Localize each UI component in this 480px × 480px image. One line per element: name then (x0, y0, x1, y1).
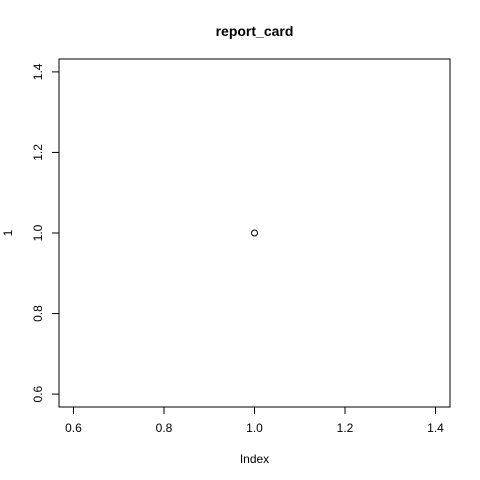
y-tick-label: 1.2 (31, 144, 45, 161)
x-tick-label: 0.6 (65, 421, 82, 435)
x-tick-label: 0.8 (156, 421, 173, 435)
y-tick-label: 1.0 (31, 224, 45, 241)
x-axis-label: Index (240, 452, 269, 466)
x-axis: 0.6 0.8 1.0 1.2 1.4 (65, 406, 444, 435)
plot-area-frame (58, 58, 451, 408)
y-tick-label: 0.8 (31, 305, 45, 322)
y-tick-label: 1.4 (31, 63, 45, 80)
y-axis: 0.6 0.8 1.0 1.2 1.4 (31, 63, 60, 402)
x-tick-label: 1.4 (427, 421, 444, 435)
chart-title: report_card (216, 23, 294, 39)
x-tick-label: 1.2 (337, 421, 354, 435)
y-tick-label: 0.6 (31, 385, 45, 402)
y-axis-label: 1 (1, 229, 15, 236)
data-point (251, 229, 258, 237)
data-points (251, 229, 258, 237)
x-tick-label: 1.0 (246, 421, 263, 435)
